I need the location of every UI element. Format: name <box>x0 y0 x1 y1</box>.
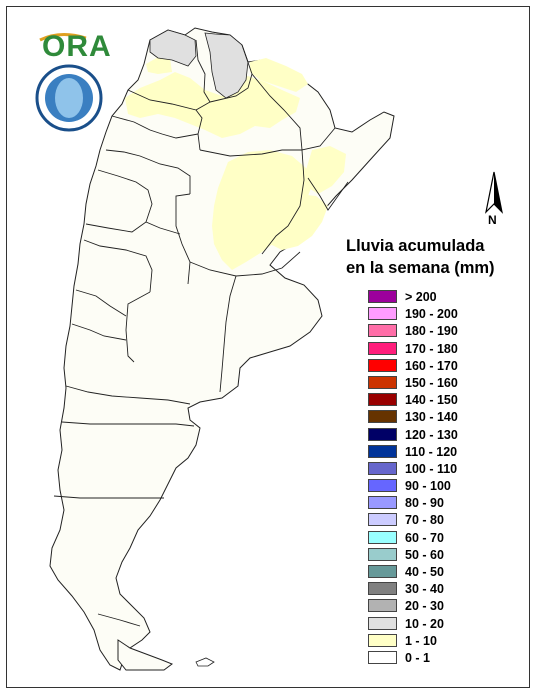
legend-swatch <box>368 461 397 475</box>
legend-label: 70 - 80 <box>405 513 444 528</box>
north-arrow-icon <box>485 171 503 214</box>
legend-label: 170 - 180 <box>405 341 458 356</box>
logo-emblem <box>35 33 103 132</box>
legend-swatch <box>368 599 397 613</box>
legend-label: 40 - 50 <box>405 565 444 579</box>
legend-swatch <box>368 530 397 544</box>
legend-label: 190 - 200 <box>405 307 458 322</box>
rain-area-1-10 <box>125 56 346 270</box>
legend-label: 180 - 190 <box>405 324 458 339</box>
legend-swatch <box>368 358 397 372</box>
legend-swatch <box>368 324 397 338</box>
legend-label: 160 - 170 <box>405 358 458 373</box>
legend-label: 110 - 120 <box>405 444 458 459</box>
north-label: N <box>488 213 497 227</box>
legend-label: 130 - 140 <box>405 410 458 425</box>
legend-label: 150 - 160 <box>405 375 458 390</box>
legend-swatch <box>368 616 397 630</box>
legend-swatch <box>368 513 397 527</box>
legend-swatch <box>368 341 397 355</box>
legend-label: 20 - 30 <box>405 599 444 614</box>
legend-swatch <box>368 290 397 303</box>
legend-label: 140 - 150 <box>405 393 458 408</box>
legend-label: 90 - 100 <box>405 479 451 494</box>
legend-swatch <box>368 444 397 458</box>
legend-title-line2: en la semana (mm) <box>346 259 495 277</box>
legend-swatch <box>368 479 397 493</box>
legend-swatch <box>368 547 397 561</box>
legend-label: 60 - 70 <box>405 530 444 545</box>
legend-swatch <box>368 582 397 596</box>
legend-label: 120 - 130 <box>405 427 458 442</box>
legend-title-line1: Lluvia acumulada <box>346 237 485 255</box>
legend-swatch <box>368 307 397 321</box>
legend-label: 30 - 40 <box>405 582 444 597</box>
legend-title: Lluvia acumulada en la semana (mm) <box>346 235 526 279</box>
legend-swatch <box>368 410 397 424</box>
legend-label: 0 - 1 <box>405 650 431 665</box>
legend-label: > 200 <box>405 290 437 304</box>
province-borders <box>53 39 349 627</box>
legend-label: 100 - 110 <box>405 461 458 476</box>
islas <box>195 657 215 667</box>
tierra-del-fuego <box>117 639 174 671</box>
legend-swatch <box>368 565 397 578</box>
legend-label: 1 - 10 <box>405 633 437 648</box>
legend-label: 10 - 20 <box>405 616 444 631</box>
legend-swatch <box>368 650 397 664</box>
legend-swatch <box>368 393 397 407</box>
legend-swatch <box>368 427 397 441</box>
rain-area-10-20 <box>149 29 249 99</box>
legend-swatch <box>368 375 397 389</box>
legend-label: 50 - 60 <box>405 547 444 562</box>
legend-label: 80 - 90 <box>405 496 444 511</box>
legend-swatch <box>368 633 397 647</box>
legend-swatch <box>368 496 397 510</box>
ora-logo: ORA <box>42 30 112 63</box>
